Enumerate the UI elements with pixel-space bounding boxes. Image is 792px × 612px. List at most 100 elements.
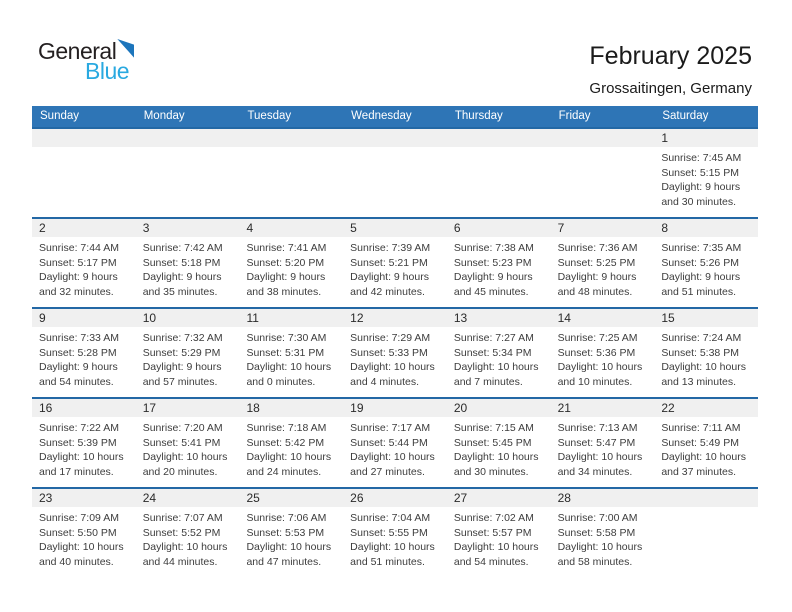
day-info-line: Sunrise: 7:39 AM	[350, 242, 431, 254]
day-info-line: and 47 minutes.	[246, 555, 322, 568]
day-info-line: and 48 minutes.	[557, 285, 633, 298]
day-number: 12	[343, 309, 447, 327]
day-cell-5: 5 Sunrise: 7:39 AM Sunset: 5:21 PM Daylight…	[343, 219, 447, 307]
day-info-line: Sunset: 5:44 PM	[350, 436, 428, 449]
day-info: Sunrise: 7:00 AM Sunset: 5:58 PM Daylight:…	[551, 507, 655, 569]
day-info: Sunrise: 7:09 AM Sunset: 5:50 PM Daylight:…	[32, 507, 136, 569]
day-info-line: Daylight: 9 hours	[350, 271, 429, 283]
day-cell-empty	[32, 129, 136, 217]
day-info	[343, 147, 447, 151]
day-info: Sunrise: 7:41 AM Sunset: 5:20 PM Daylight:…	[239, 237, 343, 299]
day-info-line: Sunrise: 7:24 AM	[661, 332, 742, 344]
day-number: 26	[343, 489, 447, 507]
day-number: 16	[32, 399, 136, 417]
day-cell-12: 12 Sunrise: 7:29 AM Sunset: 5:33 PM Dayligh…	[343, 309, 447, 397]
day-info-line: Daylight: 9 hours	[557, 271, 637, 283]
day-info-line: and 30 minutes.	[661, 195, 737, 208]
day-info-line: Daylight: 9 hours	[246, 271, 326, 283]
day-cell-13: 13 Sunrise: 7:27 AM Sunset: 5:34 PM Dayligh…	[446, 309, 551, 397]
day-info: Sunrise: 7:15 AM Sunset: 5:45 PM Daylight:…	[447, 417, 551, 479]
day-info: Sunrise: 7:45 AM Sunset: 5:15 PM Daylight:…	[654, 147, 758, 209]
day-cell-empty	[343, 129, 447, 217]
day-info-line: Daylight: 10 hours	[142, 451, 228, 463]
day-info: Sunrise: 7:27 AM Sunset: 5:34 PM Daylight:…	[447, 327, 551, 389]
day-cell-9: 9 Sunrise: 7:33 AM Sunset: 5:28 PM Daylight…	[32, 309, 136, 397]
day-info-line: Daylight: 9 hours	[453, 271, 533, 283]
day-info-line: Sunrise: 7:00 AM	[557, 512, 638, 524]
day-info: Sunrise: 7:39 AM Sunset: 5:21 PM Daylight:…	[343, 237, 447, 299]
day-cell-27: 27 Sunrise: 7:02 AM Sunset: 5:57 PM Dayligh…	[446, 489, 551, 577]
day-info-line: Daylight: 10 hours	[453, 541, 539, 553]
day-number: 28	[550, 489, 655, 507]
day-number	[654, 489, 759, 507]
day-info: Sunrise: 7:07 AM Sunset: 5:52 PM Daylight:…	[136, 507, 240, 569]
day-number: 11	[239, 309, 344, 327]
day-info-line: Sunrise: 7:27 AM	[453, 332, 534, 344]
day-info-line: Daylight: 10 hours	[246, 541, 332, 553]
day-info-line: Daylight: 10 hours	[142, 541, 228, 553]
day-info: Sunrise: 7:17 AM Sunset: 5:44 PM Daylight:…	[343, 417, 447, 479]
day-info-line: Sunrise: 7:11 AM	[661, 422, 741, 434]
weekday-header-sunday: Sunday	[40, 110, 80, 122]
day-info-line: Sunrise: 7:42 AM	[142, 242, 223, 254]
day-number: 23	[32, 489, 136, 507]
day-cell-11: 11 Sunrise: 7:30 AM Sunset: 5:31 PM Dayligh…	[239, 309, 344, 397]
day-info: Sunrise: 7:35 AM Sunset: 5:26 PM Daylight:…	[654, 237, 758, 299]
day-info-line: Sunset: 5:20 PM	[246, 256, 325, 269]
day-number: 21	[550, 399, 655, 417]
day-info-line: Sunset: 5:21 PM	[350, 256, 428, 269]
day-info	[239, 147, 343, 151]
day-number: 2	[32, 219, 136, 237]
day-info-line: and 44 minutes.	[142, 555, 218, 568]
day-info-line: and 17 minutes.	[39, 465, 114, 478]
day-info-line: Sunset: 5:49 PM	[661, 436, 739, 449]
day-info-line: Sunrise: 7:45 AM	[661, 152, 742, 164]
day-info-line: Sunrise: 7:32 AM	[142, 332, 223, 344]
logo-triangle-icon	[117, 39, 135, 58]
logo-text-blue: Blue	[85, 58, 130, 84]
title-block: February 2025 Grossaitingen, Germany	[589, 42, 752, 97]
day-info-line: Sunset: 5:53 PM	[246, 526, 325, 539]
day-info-line: Sunrise: 7:15 AM	[453, 422, 534, 434]
day-info-line: and 58 minutes.	[557, 555, 633, 568]
day-cell-24: 24 Sunrise: 7:07 AM Sunset: 5:52 PM Dayligh…	[135, 489, 240, 577]
day-info-line: and 0 minutes.	[246, 375, 316, 388]
day-number: 10	[135, 309, 240, 327]
day-info-line: Daylight: 9 hours	[142, 271, 222, 283]
day-number: 19	[343, 399, 447, 417]
day-info-line: Sunset: 5:36 PM	[557, 346, 636, 359]
day-number: 13	[446, 309, 551, 327]
day-info-line: Daylight: 10 hours	[453, 361, 539, 373]
day-number: 17	[135, 399, 240, 417]
day-info: Sunrise: 7:36 AM Sunset: 5:25 PM Daylight:…	[551, 237, 655, 299]
day-info-line: Sunset: 5:33 PM	[350, 346, 428, 359]
weekday-header-thursday: Thursday	[454, 110, 503, 122]
day-info-line: and 54 minutes.	[453, 555, 529, 568]
logo-text-general: General	[38, 38, 117, 64]
day-info-line: Sunset: 5:50 PM	[39, 526, 117, 539]
day-info-line: Sunrise: 7:33 AM	[39, 332, 119, 344]
day-cell-22: 22 Sunrise: 7:11 AM Sunset: 5:49 PM Dayligh…	[654, 399, 759, 487]
day-info-line: Daylight: 10 hours	[350, 361, 435, 373]
day-info-line: Sunset: 5:18 PM	[142, 256, 221, 269]
day-info-line: Daylight: 9 hours	[39, 271, 118, 283]
day-info-line: Sunrise: 7:07 AM	[142, 512, 223, 524]
day-info: Sunrise: 7:04 AM Sunset: 5:55 PM Daylight:…	[343, 507, 447, 569]
day-number: 27	[446, 489, 551, 507]
day-info-line: Daylight: 10 hours	[557, 361, 643, 373]
day-cell-23: 23 Sunrise: 7:09 AM Sunset: 5:50 PM Dayligh…	[32, 489, 136, 577]
day-info-line: Sunrise: 7:25 AM	[557, 332, 638, 344]
day-info-line: Sunrise: 7:09 AM	[39, 512, 119, 524]
day-info-line: and 35 minutes.	[142, 285, 218, 298]
calendar: Sunday Monday Tuesday Wednesday Thursday Frid…	[32, 106, 759, 577]
day-number: 18	[239, 399, 344, 417]
day-cell-20: 20 Sunrise: 7:15 AM Sunset: 5:45 PM Dayligh…	[446, 399, 551, 487]
day-info-line: Sunset: 5:25 PM	[557, 256, 636, 269]
day-info	[654, 507, 758, 511]
day-cell-empty	[239, 129, 344, 217]
page-subtitle-location: Grossaitingen, Germany	[589, 80, 752, 97]
day-info-line: and 30 minutes.	[453, 465, 529, 478]
weekday-header-row: Sunday Monday Tuesday Wednesday Thursday Frid…	[32, 106, 758, 127]
day-info-line: Sunrise: 7:38 AM	[453, 242, 534, 254]
day-info: Sunrise: 7:44 AM Sunset: 5:17 PM Daylight:…	[32, 237, 136, 299]
